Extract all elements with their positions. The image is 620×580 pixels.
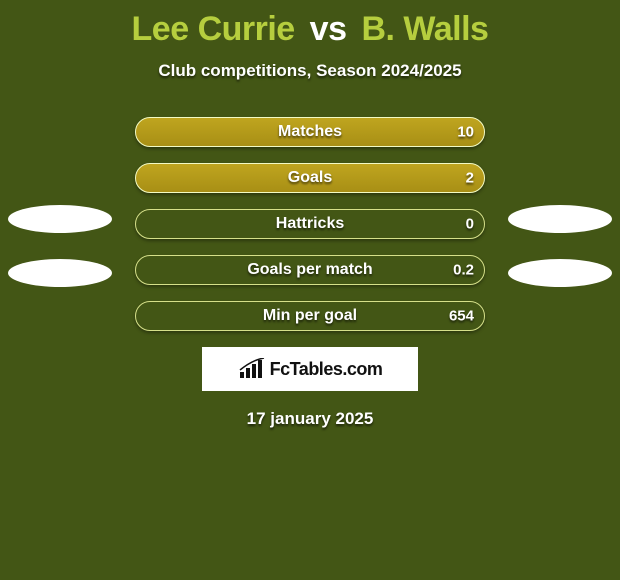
title-vs: vs — [310, 10, 347, 48]
stat-row-gpm: Goals per match 0.2 — [135, 255, 485, 285]
stat-row-mpg: Min per goal 654 — [135, 301, 485, 331]
bar-chart-icon — [238, 358, 266, 380]
stat-row-goals: Goals 2 — [135, 163, 485, 193]
stat-right-gpm: 0.2 — [453, 262, 474, 279]
title-player1: Lee Currie — [132, 10, 295, 48]
stat-label-matches: Matches — [278, 123, 342, 141]
stat-right-matches: 10 — [457, 124, 474, 141]
stat-row-matches: Matches 10 — [135, 117, 485, 147]
avatar-left-matches — [8, 205, 112, 233]
brand-name: FcTables.com — [270, 359, 383, 380]
stat-label-hattricks: Hattricks — [276, 215, 344, 233]
stat-label-gpm: Goals per match — [247, 261, 372, 279]
stat-rows: Matches 10 Goals 2 Hattricks 0 Goals per… — [135, 117, 485, 331]
stat-right-mpg: 654 — [449, 308, 474, 325]
stat-right-goals: 2 — [466, 170, 474, 187]
stat-label-mpg: Min per goal — [263, 307, 357, 325]
stat-right-hattricks: 0 — [466, 216, 474, 233]
avatar-left-goals — [8, 259, 112, 287]
title-player2: B. Walls — [361, 10, 488, 48]
page-title: Lee Currie vs B. Walls — [0, 0, 620, 49]
subtitle: Club competitions, Season 2024/2025 — [0, 61, 620, 81]
avatar-right-goals — [508, 259, 612, 287]
avatar-right-matches — [508, 205, 612, 233]
stat-row-hattricks: Hattricks 0 — [135, 209, 485, 239]
brand-badge: FcTables.com — [202, 347, 418, 391]
stat-label-goals: Goals — [288, 169, 332, 187]
date-text: 17 january 2025 — [0, 409, 620, 429]
